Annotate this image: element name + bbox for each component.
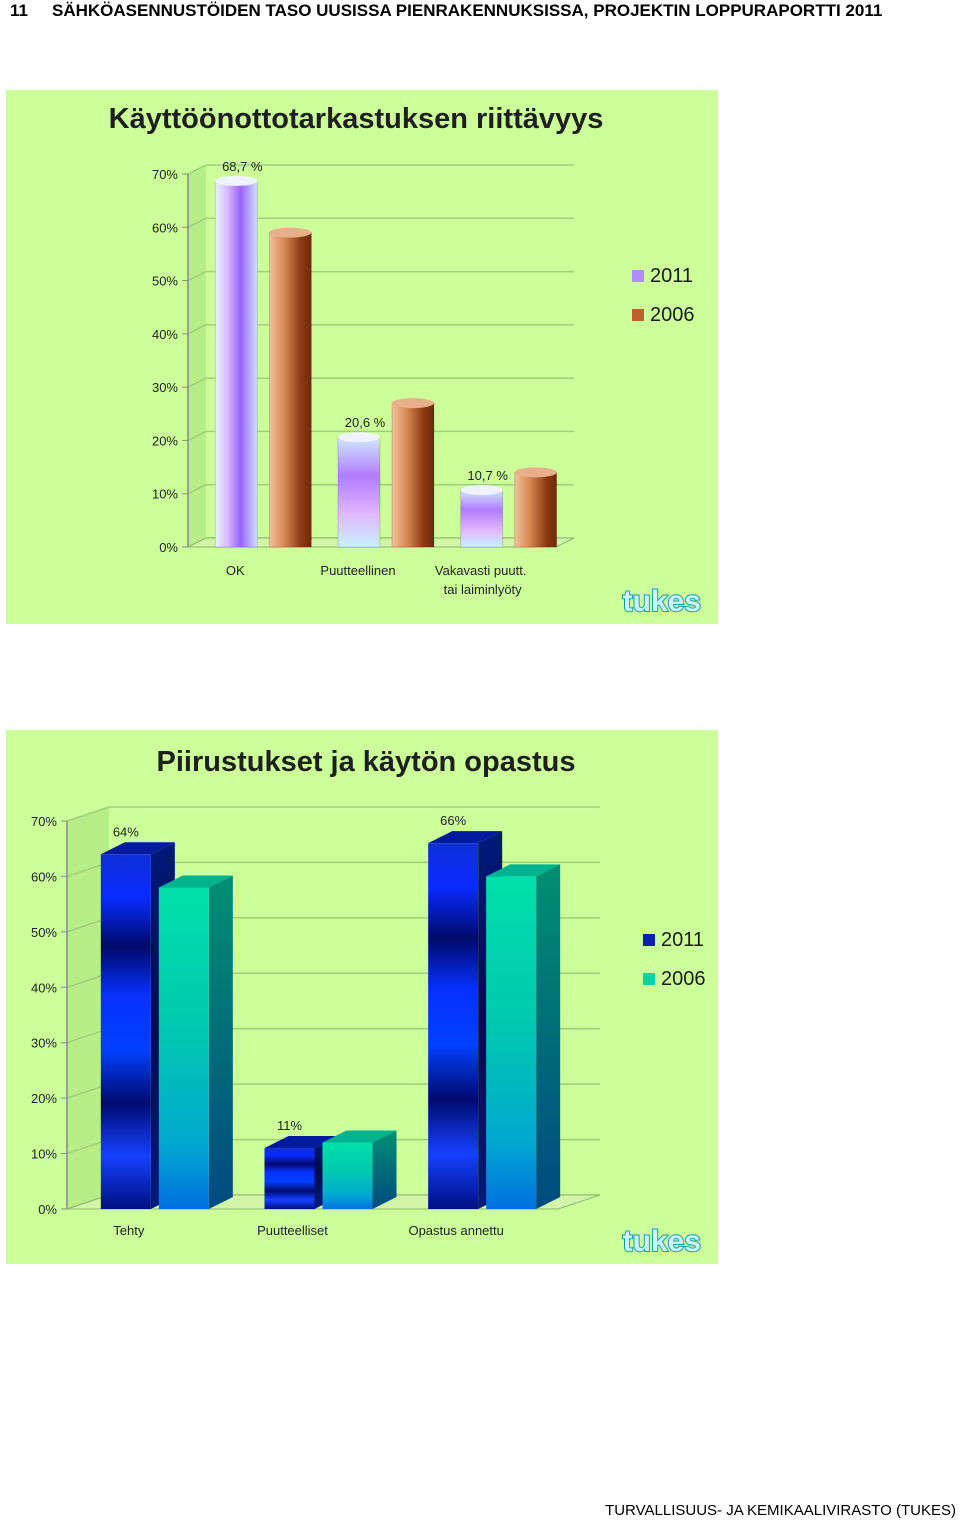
- tukes-logo: tukes: [623, 585, 701, 618]
- y-tick-label: 10%: [31, 1147, 57, 1162]
- gridline: [187, 377, 574, 388]
- chart-title: Käyttöönottotarkastuksen riittävyys: [109, 103, 604, 135]
- bar-2011-1: [337, 436, 381, 548]
- chart-title: Piirustukset ja käytön opastus: [156, 746, 575, 778]
- page-header: 11 SÄHKÖASENNUSTÖIDEN TASO UUSISSA PIENRA…: [10, 1, 882, 21]
- bar-2006-0: [268, 232, 312, 548]
- y-tick-label: 60%: [31, 869, 57, 884]
- bar-top-2011-2: [460, 484, 503, 495]
- x-category-label: Vakavasti puutt. tai laiminlyöty: [435, 563, 527, 597]
- y-tick-label: 60%: [152, 220, 178, 235]
- y-tick-label: 0%: [159, 540, 178, 555]
- bar-side-2006-2: [536, 864, 561, 1209]
- gridline: [187, 270, 574, 282]
- bar-side-2006-0: [208, 875, 233, 1209]
- legend-swatch: [643, 934, 655, 946]
- bar-top-2011-1: [338, 432, 380, 443]
- gridline: [187, 324, 574, 335]
- bar-2006-1: [322, 1142, 373, 1209]
- bar-2006-2: [486, 876, 537, 1209]
- y-tick-label: 40%: [152, 327, 178, 342]
- y-tick-label: 70%: [152, 167, 178, 182]
- data-label: 64%: [113, 824, 139, 839]
- bar-2011-2: [460, 489, 504, 548]
- bar-top-2011-2: [428, 831, 503, 844]
- x-category-label: Puutteellinen: [320, 563, 395, 578]
- report-title: SÄHKÖASENNUSTÖIDEN TASO UUSISSA PIENRAKE…: [52, 1, 883, 20]
- tukes-logo: tukes: [623, 1225, 701, 1258]
- bar-top-2011-0: [215, 175, 258, 186]
- chart-piirustukset-svg: 0% 10% 20% 30% 40% 50% 60% 70% 64% Tehty 11% Puutte…: [31, 746, 706, 1259]
- y-tick-label: 70%: [31, 814, 57, 829]
- chart-piirustukset: 0% 10% 20% 30% 40% 50% 60% 70% 64% Tehty 11% Puutte…: [6, 730, 718, 1264]
- bar-top-2006-2: [514, 467, 557, 478]
- y-tick-label: 20%: [152, 433, 178, 448]
- y-tick-label: 30%: [152, 380, 178, 395]
- side-wall: [67, 807, 109, 1209]
- gridline: [187, 430, 574, 442]
- legend-label: 2006: [661, 968, 706, 990]
- bar-2006-1: [391, 402, 435, 548]
- gridline: [187, 217, 574, 228]
- x-category-label-line: Puutteelliset: [257, 1223, 328, 1238]
- legend-label: 2011: [661, 929, 704, 951]
- chart-kayttoonottotarkastus-svg: 0% 10% 20% 30% 40% 50% 60% 70% 68,7 % OK 20,6 % Puu…: [109, 103, 702, 619]
- x-category-label-line: Vakavasti puutt.: [435, 563, 527, 578]
- x-category-label-line: Opastus annettu: [408, 1223, 503, 1238]
- y-tick-label: 0%: [38, 1202, 57, 1217]
- page-footer: TURVALLISUUS- JA KEMIKAALIVIRASTO (TUKES…: [605, 1502, 956, 1519]
- bar-2006-2: [514, 471, 558, 548]
- legend-swatch: [632, 270, 644, 282]
- bar-top-2006-1: [392, 398, 434, 409]
- data-label: 10,7 %: [467, 468, 508, 483]
- data-label: 20,6 %: [345, 415, 386, 430]
- gridline: [187, 164, 574, 175]
- bar-2011-2: [428, 843, 479, 1209]
- x-category-label-line: Puutteellinen: [320, 563, 395, 578]
- y-tick-label: 10%: [152, 487, 178, 502]
- bar-top-2011-0: [100, 842, 175, 855]
- y-tick-label: 50%: [31, 925, 57, 940]
- data-label: 11%: [277, 1118, 302, 1133]
- x-category-label-line: OK: [226, 563, 245, 578]
- legend-swatch: [632, 309, 644, 321]
- bar-2011-0: [214, 180, 258, 548]
- bar-2006-0: [158, 887, 209, 1209]
- bar-top-2006-0: [269, 227, 312, 238]
- bar-side-2006-1: [372, 1130, 397, 1209]
- data-label: 68,7 %: [222, 159, 263, 174]
- gridline: [66, 806, 600, 822]
- x-category-label: Puutteelliset: [257, 1223, 328, 1238]
- page-number: 11: [10, 1, 28, 20]
- legend-swatch: [643, 973, 655, 985]
- bar-top-2006-2: [486, 864, 561, 877]
- bar-2011-0: [100, 854, 151, 1209]
- gridline: [187, 483, 574, 495]
- x-category-label: Tehty: [113, 1223, 145, 1238]
- side-wall: [188, 165, 206, 547]
- x-category-label: OK: [226, 563, 245, 578]
- y-tick-label: 40%: [31, 980, 57, 995]
- chart-kayttoonottotarkastus: 0% 10% 20% 30% 40% 50% 60% 70% 68,7 % OK 20,6 % Puu…: [6, 90, 718, 624]
- y-tick-label: 30%: [31, 1036, 57, 1051]
- bar-top-2006-0: [158, 875, 233, 888]
- bar-top-2006-1: [322, 1130, 397, 1143]
- y-tick-label: 20%: [31, 1091, 57, 1106]
- y-tick-label: 50%: [152, 274, 178, 289]
- x-category-label-line: Tehty: [113, 1223, 145, 1238]
- bar-top-2011-1: [264, 1136, 339, 1149]
- bar-2011-1: [264, 1148, 315, 1209]
- data-label: 66%: [440, 813, 466, 828]
- legend-label: 2011: [650, 265, 693, 287]
- legend-label: 2006: [650, 304, 695, 326]
- x-category-label: Opastus annettu: [408, 1223, 503, 1238]
- x-category-label-line: tai laiminlyöty: [444, 582, 523, 597]
